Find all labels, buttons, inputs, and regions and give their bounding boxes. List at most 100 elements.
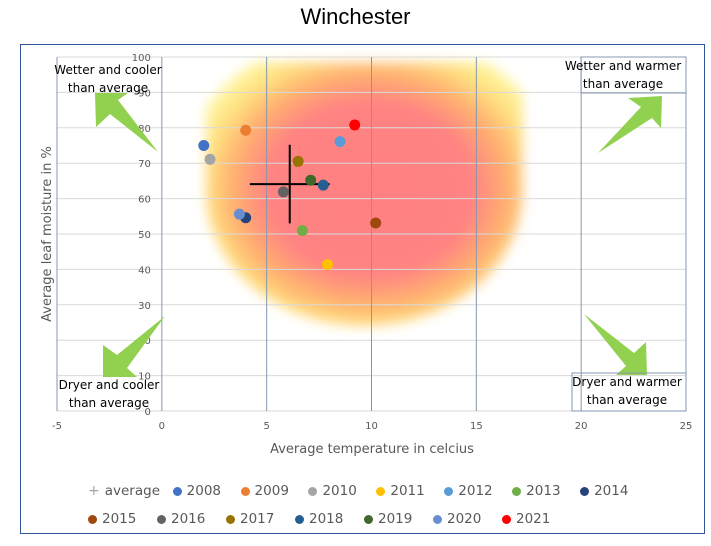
data-point-2015: [370, 217, 382, 229]
data-point-2018: [317, 179, 329, 191]
x-tick-label: -5: [52, 421, 62, 432]
average-crosshair: [249, 144, 330, 224]
chart-frame: [20, 44, 705, 534]
circle-marker-icon: [172, 486, 182, 496]
legend-row: + average 2008 2009 2010 2011 2012 2013 2014: [88, 477, 648, 505]
legend-label: 2013: [526, 483, 561, 499]
legend-item-2018[interactable]: 2018: [295, 511, 364, 527]
y-tick-label: 70: [138, 159, 151, 170]
annotation-dryer-cooler: Dryer and cooler: [59, 378, 160, 392]
gridlines: [56, 56, 687, 412]
annotation-dryer-warmer: Dryer and warmer: [572, 375, 682, 389]
y-tick-label: 50: [138, 230, 151, 241]
circle-marker-icon: [364, 514, 373, 524]
legend-item-2019[interactable]: 2019: [364, 511, 433, 527]
annotation-box: [580, 56, 687, 94]
data-point-2010: [204, 153, 216, 165]
legend-label: 2008: [186, 483, 221, 499]
legend-label: 2021: [516, 511, 551, 527]
data-point-2011: [321, 258, 333, 270]
legend-item-average[interactable]: + average: [88, 483, 173, 499]
legend-item-2017[interactable]: 2017: [226, 511, 295, 527]
annotation-wetter-cooler: than average: [68, 81, 148, 95]
x-axis-title: Average temperature in celcius: [270, 442, 474, 457]
x-tick-label: 15: [470, 421, 483, 432]
annotation-arrows: [95, 93, 662, 377]
legend-label: 2018: [309, 511, 344, 527]
arrow-down-right-icon: [584, 314, 647, 375]
annotation-wetter-cooler: Wetter and cooler: [54, 63, 161, 77]
legend-item-2012[interactable]: 2012: [444, 483, 512, 499]
legend-label: 2012: [458, 483, 493, 499]
x-tick-label: 0: [159, 421, 165, 432]
y-tick-label: 30: [138, 301, 151, 312]
annotation-dryer-cooler: than average: [69, 396, 149, 410]
legend-item-2013[interactable]: 2013: [512, 483, 580, 499]
y-tick-label: 60: [138, 195, 151, 206]
arrow-down-left-icon: [103, 316, 165, 377]
circle-marker-icon: [376, 486, 386, 496]
data-point-2013: [296, 224, 308, 236]
circle-marker-icon: [444, 486, 454, 496]
legend-label: 2017: [240, 511, 275, 527]
legend-label: 2019: [378, 511, 413, 527]
legend-label: 2014: [594, 483, 629, 499]
legend-item-2021[interactable]: 2021: [502, 511, 571, 527]
tick-labels: -505101520250102030405060708090100: [52, 53, 692, 432]
arrow-up-left-icon: [95, 93, 158, 152]
legend: + average 2008 2009 2010 2011 2012 2013 2014 201…: [88, 477, 648, 533]
y-tick-label: 40: [138, 265, 151, 276]
legend-label: 2020: [447, 511, 482, 527]
annotation-dryer-warmer: than average: [587, 393, 667, 407]
circle-marker-icon: [88, 514, 97, 524]
data-point-2020: [233, 208, 245, 220]
legend-label: 2010: [322, 483, 357, 499]
legend-item-2016[interactable]: 2016: [157, 511, 226, 527]
legend-item-2009[interactable]: 2009: [240, 483, 309, 499]
y-axis-title: Average leaf moisture in %: [40, 146, 55, 322]
circle-marker-icon: [226, 514, 235, 524]
chart-title: Winchester: [300, 4, 411, 29]
data-point-2016: [277, 186, 289, 198]
arrow-up-right-icon: [598, 96, 662, 153]
x-tick-label: 10: [365, 421, 378, 432]
circle-marker-icon: [295, 514, 304, 524]
legend-item-2011[interactable]: 2011: [376, 483, 444, 499]
heatmap-shape: [205, 62, 523, 327]
legend-item-2008[interactable]: 2008: [172, 483, 241, 499]
circle-marker-icon: [308, 486, 318, 496]
circle-marker-icon: [433, 514, 442, 524]
data-point-2021: [349, 119, 361, 131]
legend-label: 2011: [390, 483, 425, 499]
annotations: Wetter and cooler than average Wetter and …: [54, 56, 687, 412]
annotation-box: [571, 372, 687, 412]
annotation-wetter-warmer: than average: [583, 77, 663, 91]
heatmap-background: [205, 62, 523, 327]
data-point-2019: [305, 174, 317, 186]
legend-label: average: [104, 483, 160, 499]
legend-item-2014[interactable]: 2014: [580, 483, 648, 499]
data-point-2008: [198, 140, 210, 151]
data-points: [198, 119, 382, 270]
y-tick-label: 10: [138, 372, 151, 383]
circle-marker-icon: [157, 514, 166, 524]
data-point-2009: [240, 124, 252, 136]
y-tick-label: 100: [132, 53, 151, 64]
circle-marker-icon: [512, 486, 522, 496]
x-tick-label: 20: [575, 421, 588, 432]
legend-label: 2016: [171, 511, 206, 527]
x-tick-label: 25: [680, 421, 693, 432]
x-tick-label: 5: [263, 421, 269, 432]
data-point-2012: [334, 136, 346, 148]
legend-item-2020[interactable]: 2020: [433, 511, 502, 527]
circle-marker-icon: [502, 514, 511, 524]
legend-item-2015[interactable]: 2015: [88, 511, 157, 527]
annotation-wetter-warmer: Wetter and warmer: [565, 59, 681, 73]
legend-label: 2015: [102, 511, 137, 527]
y-tick-label: 0: [144, 407, 150, 418]
legend-row: 2015 2016 2017 2018 2019 2020 2021: [88, 505, 648, 533]
legend-item-2010[interactable]: 2010: [308, 483, 376, 499]
circle-marker-icon: [580, 486, 590, 496]
legend-label: 2009: [254, 483, 289, 499]
